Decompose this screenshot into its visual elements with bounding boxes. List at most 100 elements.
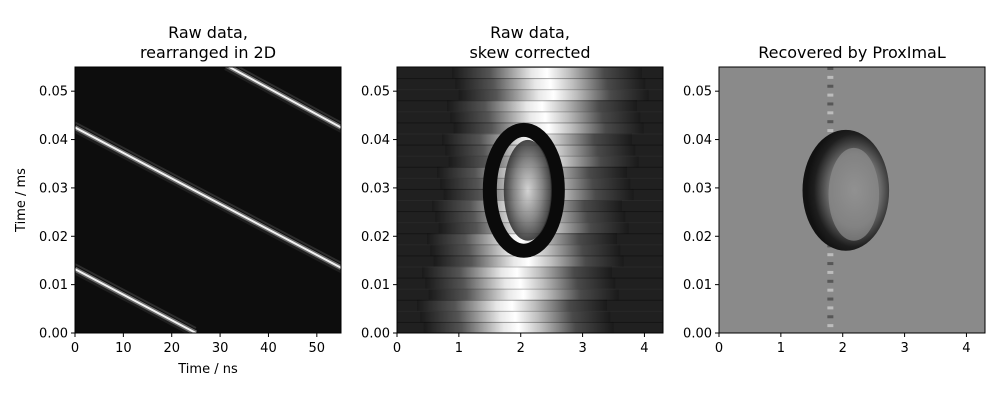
y-tick-label: 0.03 [683,181,712,196]
streak-artifact [827,129,834,133]
heatmap-row-edge [397,310,663,312]
x-tick-label: 0 [715,341,723,356]
y-tick-label: 0.03 [39,181,68,196]
axes-frame [74,66,342,334]
y-tick-label: 0.01 [683,278,712,293]
y-tick-label: 0.04 [39,133,68,148]
chart-title: Recovered by ProxImaL [758,43,946,62]
x-tick-label: 0 [393,341,401,356]
heatmap-row-edge [397,100,663,102]
heatmap-pattern [802,67,890,328]
heatmap-row-edge [397,299,663,301]
y-tick-label: 0.05 [683,85,712,100]
axis-ticks: 0 1 2 3 4 0.00 0.01 0.02 0.03 0.04 0.05 [683,85,971,356]
ellipse-core [503,139,552,241]
heatmap-row [455,78,646,90]
streak-artifact [827,297,834,301]
recovered-core [828,147,880,241]
heatmap-row-edge [397,288,663,290]
x-tick-label: 3 [578,341,586,356]
streak-artifact [827,253,834,257]
panel-skew-corrected: 0 1 2 3 40.000.010.020.030.040.05 Raw data, … [361,23,664,356]
streak-artifact [827,75,834,79]
x-tick-label: 2 [517,341,525,356]
heatmap-row [458,89,649,101]
panel-raw-2d: 0 10 20 30 40 50 0.00 0.01 0.02 0.03 0.04 0.05 Raw … [14,23,342,377]
streak-artifact [827,102,834,106]
y-tick-label: 0.00 [39,327,68,342]
heatmap-row-edge [397,111,663,113]
heatmap-row [420,310,611,323]
x-tick-label: 2 [839,341,847,356]
streak-artifact [827,67,834,70]
heatmap-row [425,277,616,290]
y-tick-label: 0.00 [361,327,390,342]
streak-artifact [827,324,834,328]
x-tick-label: 50 [309,341,326,356]
streak-shadow [75,121,341,264]
x-tick-label: 40 [260,341,277,356]
chart-title-line-2: rearranged in 2D [140,43,276,62]
chart-title-line-2: skew corrected [469,43,590,62]
y-tick-label: 0.02 [39,230,68,245]
heatmap-row-edge [397,266,663,268]
heatmap-row [423,321,614,333]
heatmap-row-edge [397,89,663,91]
y-axis-label: Time / ms [14,168,29,233]
panel-recovered: 0 1 2 3 4 0.00 0.01 0.02 0.03 0.04 0.05 Recovered … [683,43,986,356]
streak [227,67,341,129]
y-tick-label: 0.04 [361,133,390,148]
streak-shadow [75,263,197,329]
x-tick-label: 4 [962,341,970,356]
axes-frame [718,66,986,334]
x-tick-label: 4 [640,341,648,356]
heatmap-row-edge [397,78,663,80]
x-tick-label: 1 [455,341,463,356]
chart-title-line-1: Raw data, [168,23,248,42]
x-axis-label: Time / ns [177,362,238,377]
streak-artifact [827,270,834,274]
streak-artifact [827,279,834,283]
streak [75,268,197,333]
y-tick-label: 0.05 [39,85,68,100]
y-tick-label: 0.02 [361,230,390,245]
streak-artifact [827,93,834,97]
y-tick-label: 0.01 [361,278,390,293]
streak-artifact [827,315,834,319]
streak-shadow [75,271,192,333]
heatmap-row [417,299,607,312]
streak-artifact [827,84,834,88]
x-tick-label: 0 [71,341,79,356]
axis-ticks: 0 10 20 30 40 50 0.00 0.01 0.02 0.03 0.04 0.05 [39,85,325,356]
y-tick-label: 0.05 [361,85,390,100]
streak-artifact [827,288,834,292]
heatmap-row [447,100,637,112]
streak-shadow [75,130,341,274]
axes-frame [396,66,664,334]
y-tick-label: 0.04 [683,133,712,148]
x-tick-label: 20 [163,341,180,356]
heatmap-row [450,111,641,124]
y-tick-label: 0.02 [683,230,712,245]
heatmap-row [428,288,619,301]
heatmap-row-edge [397,277,663,279]
streak-shadow [224,67,341,133]
heatmap-row-edge [397,321,663,323]
x-tick-label: 3 [900,341,908,356]
streak-artifact [827,262,834,266]
chart-title-line-1: Raw data, [490,23,570,42]
heatmap-row [422,266,612,279]
heatmap-streaks [75,67,341,333]
ellipse-ring [482,122,565,258]
y-tick-label: 0.00 [683,327,712,342]
y-tick-label: 0.03 [361,181,390,196]
streak-artifact [827,120,834,124]
streak [75,126,341,269]
streak-artifact [827,111,834,115]
x-tick-label: 1 [777,341,785,356]
heatmap-row [453,122,644,135]
x-tick-label: 30 [212,341,229,356]
heatmap-row [452,67,642,79]
x-tick-label: 10 [115,341,132,356]
